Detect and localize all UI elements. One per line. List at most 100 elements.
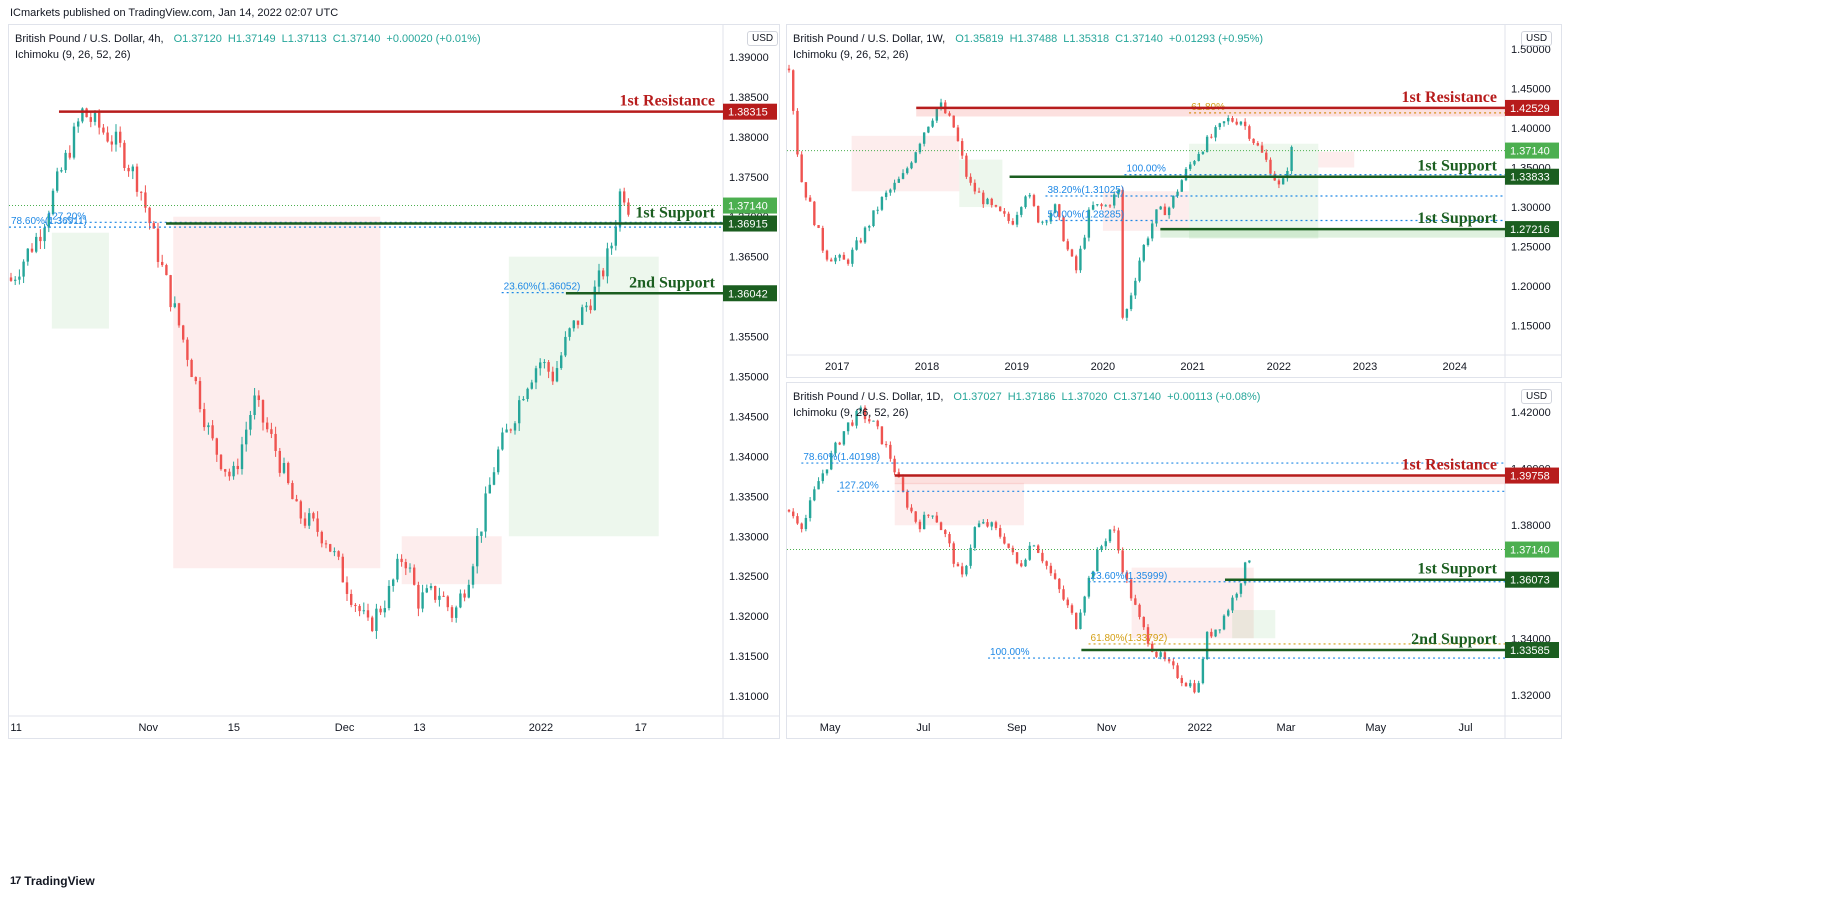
candle-body	[366, 610, 370, 618]
candle-body	[986, 198, 989, 205]
candle-body	[1222, 121, 1226, 124]
candle-body	[438, 595, 441, 600]
candle-body	[800, 154, 803, 183]
candle-body	[1032, 195, 1036, 206]
candle-body	[1075, 612, 1078, 629]
candle-body	[1159, 652, 1162, 657]
level-zone	[916, 107, 1505, 117]
candle-body	[1184, 683, 1188, 687]
candle-body	[821, 227, 824, 251]
ichimoku-cloud	[401, 536, 502, 585]
candle-body	[965, 565, 968, 575]
y-tick-label: 1.36500	[729, 252, 769, 264]
candle-body	[278, 450, 281, 473]
candle-body	[1227, 610, 1230, 616]
tradingview-brand[interactable]: 17 TradingView	[10, 874, 95, 888]
x-tick-label: 17	[635, 722, 647, 734]
currency-badge[interactable]: USD	[1521, 389, 1553, 404]
price-chart[interactable]: 1.420001.400001.380001.360001.340001.320…	[787, 383, 1561, 738]
candle-body	[203, 409, 206, 428]
candle-body	[889, 189, 892, 193]
candle-body	[1172, 195, 1175, 208]
candle-body	[606, 248, 609, 277]
ohlc-values: O1.35819 H1.37488 L1.35318 C1.37140 +0.01293…	[955, 33, 1264, 45]
candle-body	[1015, 214, 1019, 225]
candle-body	[614, 226, 617, 246]
candle-body	[1159, 206, 1162, 210]
candle-body	[14, 279, 17, 281]
y-tick-label: 1.15000	[1511, 321, 1551, 333]
candle-body	[1239, 121, 1243, 125]
price-chart[interactable]: 1.390001.385001.380001.375001.370001.365…	[9, 25, 779, 738]
level-zone	[1160, 229, 1505, 238]
candle-body	[39, 236, 42, 242]
candle-body	[1129, 579, 1133, 599]
candle-body	[1079, 248, 1082, 271]
level-label: 1st Support	[1417, 561, 1497, 578]
candle-body	[1091, 205, 1095, 210]
candle-body	[463, 593, 466, 598]
ichimoku-cloud	[1102, 191, 1190, 231]
candle-body	[455, 607, 458, 618]
candle-body	[177, 303, 181, 326]
candle-body	[1277, 180, 1281, 185]
candle-body	[1218, 629, 1221, 631]
candle-body	[51, 190, 55, 215]
ichimoku-cloud	[851, 135, 960, 192]
y-tick-label: 1.34500	[729, 411, 769, 423]
candle-body	[182, 325, 185, 340]
candle-body	[914, 152, 917, 163]
candle-body	[927, 514, 930, 516]
level-label: 1st Resistance	[619, 93, 715, 110]
level-label: 1st Support	[1417, 158, 1497, 175]
candle-body	[320, 531, 323, 544]
candle-body	[906, 168, 909, 174]
candle-body	[576, 320, 580, 325]
candle-body	[471, 566, 475, 585]
candle-body	[1214, 629, 1217, 637]
candle-body	[421, 592, 424, 609]
candle-body	[1087, 209, 1091, 238]
chart-panel-daily[interactable]: British Pound / U.S. Dollar, 1D, O1.3702…	[786, 382, 1562, 739]
candle-body	[859, 240, 862, 243]
candle-body	[1197, 153, 1200, 161]
candle-body	[1163, 206, 1167, 216]
price-chart[interactable]: 1.500001.450001.400001.350001.300001.250…	[787, 25, 1561, 377]
candle-body	[901, 477, 905, 492]
currency-badge[interactable]: USD	[1521, 31, 1553, 46]
x-tick-label: 2022	[1188, 722, 1212, 734]
candle-body	[1172, 661, 1175, 666]
candle-body	[952, 543, 955, 564]
chart-panel-weekly[interactable]: British Pound / U.S. Dollar, 1W, O1.3581…	[786, 24, 1562, 378]
candle-body	[884, 192, 888, 197]
currency-badge[interactable]: USD	[747, 31, 779, 46]
candle-body	[792, 70, 795, 111]
fib-label: 23.60%(1.36052)	[504, 282, 581, 293]
chart-panel-4h[interactable]: British Pound / U.S. Dollar, 4h, O1.3712…	[8, 24, 780, 739]
candle-body	[509, 429, 512, 431]
y-tick-label: 1.42000	[1511, 407, 1551, 419]
indicator-label: Ichimoku (9, 26, 52, 26)	[793, 407, 909, 419]
candle-body	[618, 191, 622, 227]
candle-body	[1096, 204, 1099, 206]
candle-body	[863, 407, 867, 420]
fib-label: 127.20%	[839, 480, 879, 491]
candle-body	[106, 132, 109, 142]
candle-body	[64, 152, 67, 171]
candle-body	[610, 245, 613, 249]
x-tick-label: 2024	[1442, 361, 1466, 373]
candle-body	[1235, 593, 1238, 598]
candle-body	[60, 170, 63, 172]
candle-body	[266, 422, 269, 430]
x-tick-label: 11	[10, 722, 21, 734]
y-tick-label: 1.32000	[1511, 690, 1551, 702]
candle-body	[914, 511, 917, 522]
x-tick-label: May	[1365, 722, 1386, 734]
candle-body	[1015, 552, 1019, 564]
chart-header: British Pound / U.S. Dollar, 1W, O1.3581…	[793, 31, 1269, 63]
candle-body	[555, 368, 559, 382]
candle-body	[581, 307, 584, 325]
candle-body	[501, 432, 504, 450]
last-price-tag	[723, 197, 777, 214]
candle-body	[804, 518, 808, 530]
